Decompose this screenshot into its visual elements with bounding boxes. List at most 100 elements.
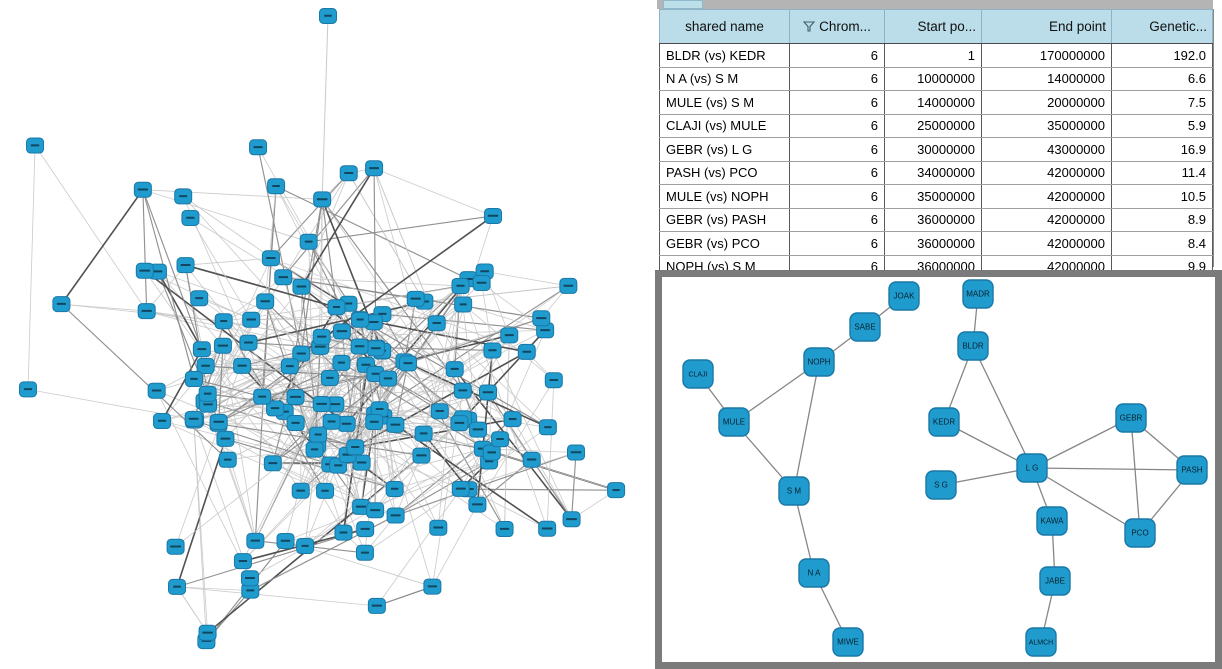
table-cell[interactable]: 7.5 — [1111, 90, 1213, 115]
overview-node[interactable] — [190, 290, 209, 307]
network-node-jabe[interactable]: JABE — [1039, 566, 1071, 596]
overview-node[interactable] — [385, 481, 404, 498]
table-row[interactable]: PASH (vs) PCO 6 34000000 42000000 11.4 — [659, 161, 1213, 185]
overview-node[interactable] — [414, 425, 433, 442]
network-node-pash[interactable]: PASH — [1176, 455, 1208, 485]
table-cell[interactable]: 35000000 — [981, 114, 1112, 138]
overview-node[interactable] — [316, 482, 335, 499]
overview-node[interactable] — [352, 498, 371, 515]
overview-node[interactable] — [313, 191, 332, 208]
overview-node[interactable] — [168, 578, 187, 595]
table-vertical-scrollbar-track[interactable] — [1213, 9, 1222, 267]
overview-node[interactable] — [468, 496, 487, 513]
overview-network-canvas[interactable] — [0, 0, 655, 669]
overview-node[interactable] — [386, 507, 405, 524]
overview-node[interactable] — [133, 181, 152, 198]
network-node-na[interactable]: N A — [798, 558, 830, 588]
overview-node[interactable] — [332, 354, 351, 371]
overview-node[interactable] — [240, 570, 259, 587]
table-row[interactable]: GEBR (vs) PASH 6 36000000 42000000 8.9 — [659, 208, 1213, 232]
overview-node[interactable] — [491, 431, 510, 448]
overview-node[interactable] — [366, 340, 385, 357]
overview-node[interactable] — [218, 451, 237, 468]
overview-node[interactable] — [406, 290, 425, 307]
overview-node[interactable] — [266, 400, 285, 417]
overview-node[interactable] — [209, 413, 228, 430]
table-cell[interactable]: BLDR (vs) KEDR — [659, 43, 790, 68]
table-cell[interactable]: 6 — [789, 114, 885, 138]
overview-node[interactable] — [495, 521, 514, 538]
network-node-almch[interactable]: ALMCH — [1025, 627, 1057, 657]
overview-node[interactable] — [538, 520, 557, 537]
overview-node[interactable] — [334, 524, 353, 541]
overview-node[interactable] — [291, 482, 310, 499]
overview-node[interactable] — [216, 430, 235, 447]
table-cell[interactable]: 10.5 — [1111, 184, 1213, 209]
overview-node[interactable] — [339, 165, 358, 182]
overview-node[interactable] — [478, 384, 497, 401]
overview-node[interactable] — [451, 277, 470, 294]
overview-node[interactable] — [261, 250, 280, 267]
table-cell[interactable]: 14000000 — [884, 90, 982, 115]
overview-node[interactable] — [52, 296, 71, 313]
overview-node[interactable] — [450, 415, 469, 432]
network-node-sabe[interactable]: SABE — [849, 312, 881, 342]
table-cell[interactable]: 6 — [789, 90, 885, 115]
table-cell[interactable]: 6 — [789, 231, 885, 256]
overview-node[interactable] — [469, 421, 488, 438]
network-node-noph[interactable]: NOPH — [803, 347, 835, 377]
overview-node[interactable] — [429, 519, 448, 536]
table-cell[interactable]: 1 — [884, 43, 982, 68]
overview-node[interactable] — [379, 370, 398, 387]
table-cell[interactable]: 14000000 — [981, 67, 1112, 91]
overview-node[interactable] — [263, 455, 282, 472]
overview-node[interactable] — [355, 544, 374, 561]
network-node-mule[interactable]: MULE — [718, 407, 750, 437]
table-top-scrollbar-thumb[interactable] — [663, 0, 703, 9]
overview-node[interactable] — [427, 315, 446, 332]
overview-node[interactable] — [233, 357, 252, 374]
table-cell[interactable]: 42000000 — [981, 184, 1112, 209]
overview-node[interactable] — [337, 415, 356, 432]
overview-node[interactable] — [483, 342, 502, 359]
overview-node[interactable] — [147, 382, 166, 399]
table-cell[interactable]: 30000000 — [884, 137, 982, 162]
overview-node[interactable] — [346, 439, 365, 456]
overview-node[interactable] — [166, 538, 185, 555]
overview-node[interactable] — [213, 337, 232, 354]
overview-node[interactable] — [196, 358, 215, 375]
overview-node[interactable] — [430, 403, 449, 420]
table-cell[interactable]: N A (vs) S M — [659, 67, 790, 91]
table-cell[interactable]: 6 — [789, 161, 885, 185]
overview-node[interactable] — [386, 416, 405, 433]
overview-node[interactable] — [292, 278, 311, 295]
overview-node[interactable] — [280, 358, 299, 375]
overview-node[interactable] — [332, 323, 351, 340]
table-cell[interactable]: 170000000 — [981, 43, 1112, 68]
table-cell[interactable]: 5.9 — [1111, 114, 1213, 138]
overview-node[interactable] — [137, 303, 156, 320]
overview-node[interactable] — [522, 451, 541, 468]
overview-node[interactable] — [451, 480, 470, 497]
overview-node[interactable] — [319, 8, 337, 24]
table-cell[interactable]: PASH (vs) PCO — [659, 161, 790, 185]
overview-node[interactable] — [472, 274, 491, 291]
table-cell[interactable]: GEBR (vs) PCO — [659, 231, 790, 256]
overview-node[interactable] — [184, 371, 203, 388]
overview-node[interactable] — [562, 511, 581, 528]
overview-node[interactable] — [246, 532, 265, 549]
column-header-genetic-[interactable]: Genetic... — [1111, 9, 1213, 44]
overview-node[interactable] — [350, 338, 369, 355]
overview-node[interactable] — [214, 313, 233, 330]
network-node-madr[interactable]: MADR — [962, 279, 994, 309]
overview-node[interactable] — [356, 521, 375, 538]
network-node-lg[interactable]: L G — [1016, 453, 1048, 483]
table-cell[interactable]: 6 — [789, 184, 885, 209]
table-cell[interactable]: MULE (vs) NOPH — [659, 184, 790, 209]
overview-node[interactable] — [181, 209, 200, 226]
overview-node[interactable] — [365, 414, 384, 431]
overview-node[interactable] — [538, 419, 557, 436]
table-cell[interactable]: 20000000 — [981, 90, 1112, 115]
overview-node[interactable] — [559, 277, 578, 294]
network-node-kawa[interactable]: KAWA — [1036, 506, 1068, 536]
